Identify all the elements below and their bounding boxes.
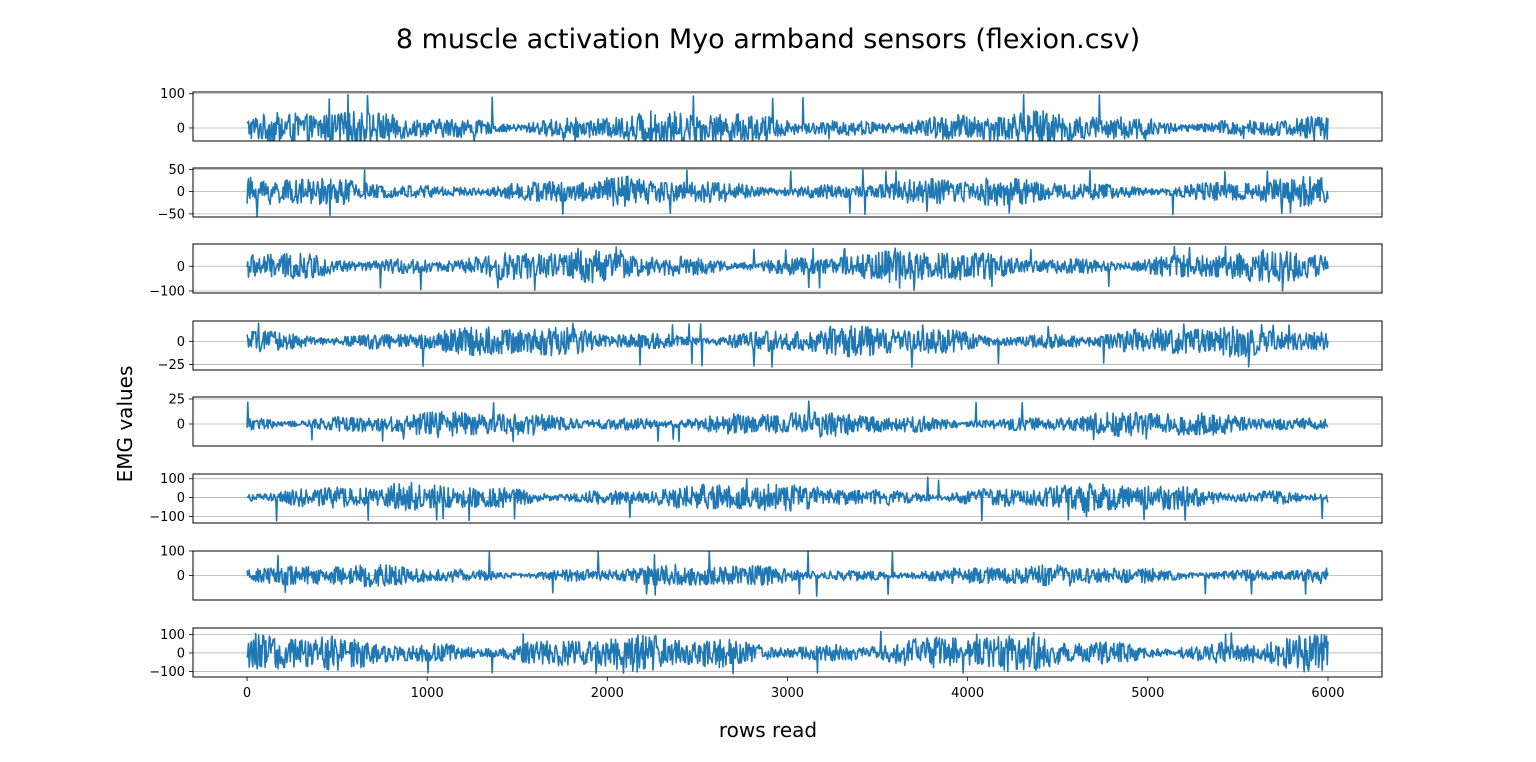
x-tick-label: 0 [243,686,251,701]
y-tick-label: −25 [158,358,185,373]
y-tick-label: 0 [177,569,185,584]
y-tick-label: 100 [160,545,185,560]
chart-title: 8 muscle activation Myo armband sensors … [395,24,1141,55]
y-tick-label: 0 [177,646,185,661]
axes-frame [192,550,1383,601]
subplot-5: 0 25 [168,393,1383,447]
y-tick-label: 0 [177,491,185,506]
y-tick-label: −100 [149,510,185,525]
axes-frame [192,167,1383,218]
y-tick-label: 0 [177,121,185,136]
subplot-2: −50 0 50 [158,163,1383,222]
x-tick-label: 3000 [771,686,804,701]
x-tick-label: 4000 [951,686,984,701]
axes-frame [192,396,1383,447]
axes-frame [192,91,1383,142]
x-tick-label: 6000 [1311,686,1344,701]
x-axis-label: rows read [718,718,818,742]
emg-series-line [246,322,1329,368]
y-tick-label: 0 [177,335,185,350]
y-tick-label: 0 [177,185,185,200]
emg-series-line [246,630,1329,675]
x-tick-label: 1000 [411,686,444,701]
emg-series-line [246,245,1329,292]
x-tick-label: 5000 [1131,686,1164,701]
emg-series-line [246,93,1329,141]
emg-series-line [246,551,1329,597]
emg-series-line [246,400,1329,443]
axes-frame [192,243,1383,294]
y-tick-label: 100 [160,472,185,487]
y-tick-label: −50 [158,207,185,222]
y-tick-label: −100 [149,665,185,680]
axes-frame [192,473,1383,524]
y-tick-label: 0 [177,260,185,275]
subplot-6: −100 0 100 [149,472,1383,525]
y-tick-label: 0 [177,418,185,433]
y-tick-label: 100 [160,628,185,643]
subplot-1: 0 100 [160,87,1383,142]
y-tick-label: 25 [168,393,185,408]
emg-series-line [246,169,1329,217]
y-tick-label: 50 [168,163,185,178]
y-tick-label: −100 [149,285,185,300]
y-tick-label: 100 [160,87,185,102]
x-tick-label: 2000 [591,686,624,701]
subplot-7: 0 100 [160,545,1383,601]
axes-frame [192,320,1383,371]
subplot-4: −25 0 [158,320,1383,373]
emg-series-line [246,476,1329,522]
subplot-3: −100 0 [149,243,1383,300]
